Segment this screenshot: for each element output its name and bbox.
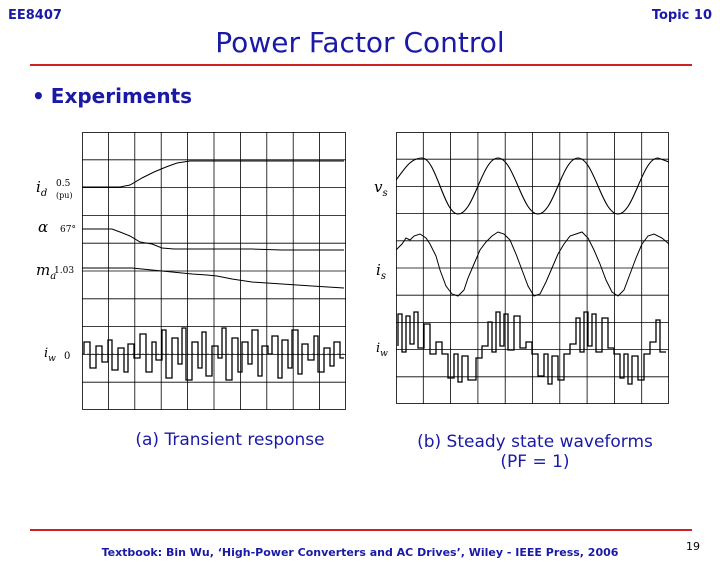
trace-iw-a bbox=[83, 327, 344, 381]
label-iw-b-symbol: i bbox=[376, 341, 380, 356]
label-iw-a-symbol: i bbox=[44, 346, 48, 361]
trace-ma bbox=[82, 267, 345, 289]
label-vs-symbol: v bbox=[374, 178, 383, 196]
label-alpha-value: 67° bbox=[60, 225, 76, 235]
trace-vs bbox=[396, 157, 669, 215]
figure-a-caption: (a) Transient response bbox=[135, 430, 325, 450]
course-code: EE8407 bbox=[8, 8, 62, 23]
header-divider bbox=[30, 64, 692, 66]
label-vs-sub: s bbox=[382, 188, 387, 199]
svg-text:vs: vs bbox=[374, 178, 388, 199]
svg-text:is: is bbox=[376, 261, 386, 282]
figure-b-steady-state-scope bbox=[396, 132, 669, 404]
svg-text:ma: ma bbox=[36, 261, 56, 282]
label-ma-symbol: m bbox=[36, 261, 50, 279]
trace-is bbox=[396, 231, 669, 297]
label-is-sub: s bbox=[381, 271, 386, 282]
footer-textbook: Textbook: Bin Wu, ‘High-Power Converters… bbox=[101, 546, 619, 559]
label-iw-a-value: 0 bbox=[64, 351, 70, 362]
page-title: Power Factor Control bbox=[215, 26, 505, 59]
figure-b-caption-line2: (PF = 1) bbox=[500, 452, 570, 472]
label-id-sub: d bbox=[41, 188, 47, 199]
scope-b-grid bbox=[396, 132, 669, 404]
label-iw-a-sub: w bbox=[48, 354, 56, 364]
label-is-symbol: i bbox=[376, 261, 381, 279]
trace-iw-b bbox=[397, 311, 666, 385]
figure-a-labels: id 0.5 (pu) α 67° ma 1.03 iw 0 bbox=[36, 178, 76, 364]
figure-a-transient-scope bbox=[82, 132, 346, 410]
figure-b-caption: (b) Steady state waveforms (PF = 1) bbox=[390, 432, 680, 472]
label-ma-value: 1.03 bbox=[54, 266, 74, 276]
svg-text:iw: iw bbox=[376, 341, 388, 359]
svg-text:iw: iw bbox=[44, 346, 56, 364]
section-heading: • Experiments bbox=[32, 84, 192, 108]
page-number: 19 bbox=[686, 540, 700, 553]
figure-b-labels: vs is iw bbox=[374, 178, 388, 359]
section-heading-text: Experiments bbox=[50, 84, 193, 108]
bullet-icon: • bbox=[32, 84, 45, 108]
label-id-unit: (pu) bbox=[56, 191, 73, 200]
svg-text:id: id bbox=[36, 178, 47, 199]
label-iw-b-sub: w bbox=[380, 349, 388, 359]
label-ma-sub: a bbox=[50, 271, 56, 282]
scope-a-grid bbox=[82, 132, 346, 410]
footer-divider bbox=[30, 529, 692, 531]
figure-b-caption-line1: (b) Steady state waveforms bbox=[417, 432, 653, 452]
label-id-symbol: i bbox=[36, 178, 41, 196]
topic-label: Topic 10 bbox=[651, 8, 712, 23]
label-alpha-symbol: α bbox=[38, 218, 48, 236]
trace-alpha bbox=[82, 228, 344, 251]
label-id-value: 0.5 bbox=[56, 179, 71, 189]
trace-id bbox=[82, 160, 344, 188]
